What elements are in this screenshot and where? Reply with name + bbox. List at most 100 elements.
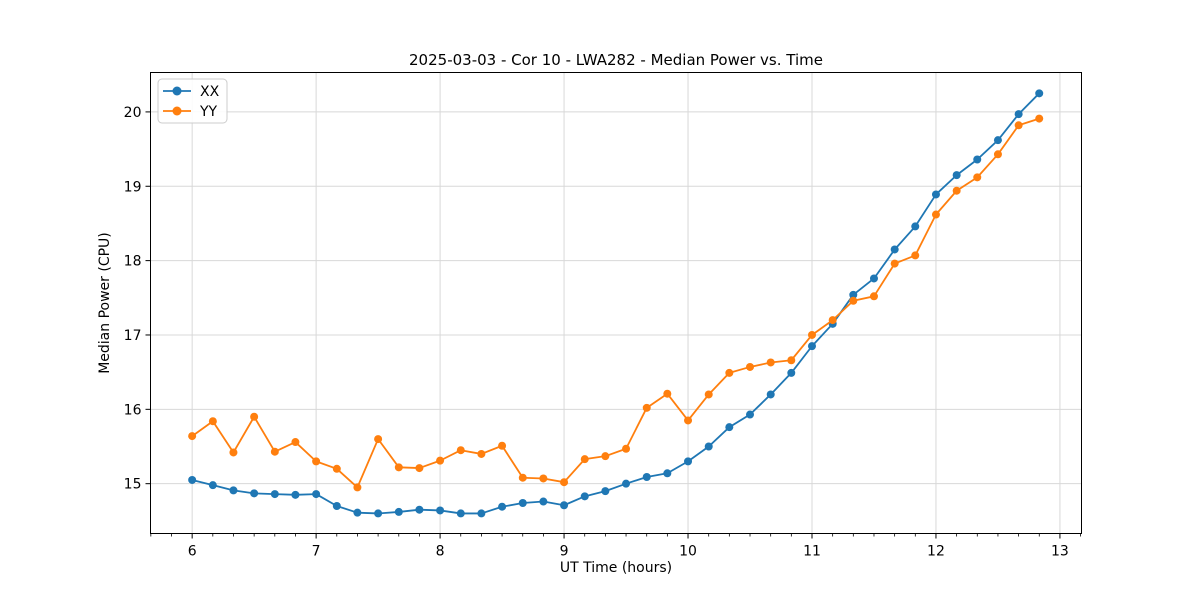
data-point: [973, 155, 982, 164]
data-point: [291, 438, 300, 447]
data-point: [601, 487, 610, 496]
data-point: [931, 190, 940, 199]
legend-entry-YY: YY: [163, 104, 218, 120]
data-point: [704, 442, 713, 451]
x-axis-label: UT Time (hours): [560, 560, 672, 576]
data-point: [560, 501, 569, 510]
data-point: [663, 469, 672, 478]
data-point: [332, 464, 341, 473]
data-point: [332, 501, 341, 510]
data-point: [270, 447, 279, 456]
data-point: [250, 489, 259, 498]
data-point: [477, 449, 486, 458]
data-point: [746, 362, 755, 371]
data-point: [601, 452, 610, 461]
data-point: [580, 455, 589, 464]
data-point: [415, 464, 424, 473]
data-point: [580, 492, 589, 501]
data-point: [208, 481, 217, 490]
data-point: [229, 486, 238, 495]
data-point: [766, 358, 775, 367]
data-point: [1035, 114, 1044, 123]
x-minor-ticks: [150, 533, 1081, 537]
data-point: [684, 416, 693, 425]
data-point: [477, 509, 486, 518]
data-point: [312, 490, 321, 499]
data-point: [456, 509, 465, 518]
x-tick-label: 10: [679, 544, 697, 560]
data-point: [560, 478, 569, 487]
data-point: [869, 292, 878, 301]
data-point: [622, 444, 631, 453]
y-tick-label: 15: [124, 477, 142, 493]
data-point: [869, 274, 878, 283]
legend-entry-XX: XX: [163, 84, 220, 100]
y-tick-label: 19: [124, 179, 142, 195]
data-point: [498, 502, 507, 511]
data-point: [911, 222, 920, 231]
y-tick-label: 17: [124, 328, 142, 344]
data-point: [374, 509, 383, 518]
data-point: [973, 173, 982, 182]
x-tick-label: 7: [312, 544, 321, 560]
data-point: [849, 290, 858, 299]
data-point: [1014, 121, 1023, 130]
data-point: [663, 389, 672, 398]
x-tick-label: 6: [188, 544, 197, 560]
x-tick-label: 8: [436, 544, 445, 560]
data-point: [436, 456, 445, 465]
data-point: [766, 390, 775, 399]
chart-title: 2025-03-03 - Cor 10 - LWA282 - Median Po…: [409, 51, 823, 69]
legend: XX YY: [157, 78, 228, 124]
data-point: [807, 330, 816, 339]
x-tick-label: 9: [560, 544, 569, 560]
plot-generated: 6 7 8 9 10 11 12 13 15 16 17 18 19 20 XX YY: [124, 72, 1082, 560]
y-axis-label: Median Power (CPU): [97, 232, 113, 374]
data-point: [208, 417, 217, 426]
data-point: [622, 479, 631, 488]
data-point: [787, 368, 796, 377]
data-point: [746, 410, 755, 419]
data-point: [539, 497, 548, 506]
data-point: [312, 457, 321, 466]
data-point: [828, 316, 837, 325]
data-point: [394, 463, 403, 472]
data-point: [229, 448, 238, 457]
plot-spines: [150, 72, 1082, 534]
data-point: [436, 506, 445, 515]
data-point: [849, 296, 858, 305]
x-tick-label: 11: [803, 544, 821, 560]
data-point: [188, 432, 197, 441]
data-point: [394, 507, 403, 516]
data-point: [353, 508, 362, 517]
series-YY: [188, 114, 1044, 492]
y-tick-label: 20: [124, 105, 142, 121]
tick-labels: 6 7 8 9 10 11 12 13 15 16 17 18 19 20: [124, 105, 1069, 560]
data-point: [374, 435, 383, 444]
data-point: [704, 390, 713, 399]
data-point: [952, 186, 961, 195]
data-point: [642, 472, 651, 481]
data-point: [911, 251, 920, 260]
legend-label: YY: [199, 104, 218, 120]
data-point: [642, 403, 651, 412]
data-point: [890, 259, 899, 268]
data-point: [807, 342, 816, 351]
data-point: [890, 245, 899, 254]
data-point: [787, 356, 796, 365]
data-point: [456, 446, 465, 455]
data-point: [1014, 110, 1023, 119]
data-point: [952, 171, 961, 180]
data-point: [931, 210, 940, 219]
data-point: [518, 473, 527, 482]
legend-marker-icon: [172, 86, 182, 96]
data-point: [353, 483, 362, 492]
data-point: [415, 505, 424, 514]
series-YY-line: [191, 117, 1040, 489]
series-XX-line: [191, 92, 1040, 515]
data-point: [993, 136, 1002, 145]
data-point: [725, 368, 734, 377]
data-point: [725, 423, 734, 432]
